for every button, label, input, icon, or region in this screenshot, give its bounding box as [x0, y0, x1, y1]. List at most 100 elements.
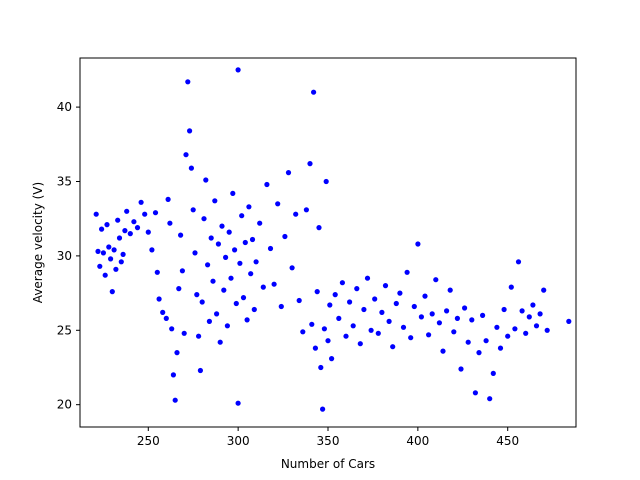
- data-point: [458, 366, 464, 372]
- data-point: [309, 321, 315, 327]
- data-point: [115, 217, 121, 223]
- data-point: [329, 356, 335, 362]
- plot-area-frame: [79, 57, 577, 428]
- data-point: [533, 323, 540, 329]
- y-axis: 20 25 30 35 40: [57, 100, 80, 412]
- data-point: [408, 335, 414, 341]
- data-point: [339, 280, 345, 286]
- data-point: [187, 128, 193, 134]
- data-point: [469, 317, 475, 323]
- data-point: [226, 229, 232, 235]
- data-point: [93, 211, 99, 217]
- data-point: [149, 247, 155, 253]
- data-point: [201, 216, 207, 222]
- data-point: [120, 251, 126, 257]
- data-point: [127, 231, 133, 237]
- data-point: [375, 330, 381, 336]
- data-point: [264, 181, 270, 188]
- data-point: [154, 269, 160, 275]
- data-point: [223, 254, 229, 260]
- data-point: [361, 306, 367, 313]
- data-point: [285, 170, 292, 176]
- data-point: [230, 190, 236, 196]
- x-tick-label: 300: [227, 434, 250, 448]
- data-point: [203, 177, 209, 183]
- data-point: [519, 308, 525, 314]
- data-point: [221, 287, 227, 293]
- data-point: [508, 284, 514, 290]
- data-point: [232, 247, 238, 253]
- data-point: [251, 306, 257, 313]
- data-point: [205, 262, 211, 268]
- data-point: [300, 329, 306, 335]
- data-point: [176, 286, 182, 292]
- data-point: [99, 226, 105, 232]
- data-point: [174, 350, 180, 356]
- data-point: [224, 323, 230, 329]
- data-point: [170, 372, 176, 378]
- data-point: [526, 314, 532, 320]
- data-point: [242, 239, 248, 246]
- data-point: [400, 324, 407, 330]
- data-point: [194, 292, 200, 298]
- data-point: [210, 278, 216, 284]
- data-point: [228, 275, 234, 281]
- data-point: [451, 329, 457, 335]
- data-point: [343, 333, 349, 339]
- data-point: [440, 348, 446, 354]
- data-point: [512, 326, 518, 332]
- data-point: [104, 222, 110, 228]
- data-point: [138, 199, 144, 205]
- data-point: [393, 300, 399, 307]
- data-point: [111, 247, 117, 253]
- data-point: [206, 318, 212, 324]
- data-point: [246, 204, 252, 210]
- data-point: [368, 327, 374, 333]
- data-point: [116, 235, 123, 241]
- data-point: [476, 350, 482, 356]
- data-point: [332, 292, 338, 298]
- data-point: [397, 290, 403, 296]
- data-point: [357, 341, 363, 347]
- data-point: [253, 259, 259, 265]
- data-point: [118, 259, 124, 265]
- data-point: [178, 232, 184, 238]
- data-point: [190, 207, 196, 213]
- data-point: [217, 339, 223, 345]
- data-point: [541, 287, 547, 293]
- data-point: [311, 89, 317, 95]
- y-tick-label: 20: [57, 398, 72, 412]
- data-point: [122, 228, 128, 234]
- data-point: [433, 277, 439, 283]
- data-point: [411, 303, 417, 310]
- data-point: [372, 296, 378, 302]
- data-point: [235, 67, 241, 73]
- data-point: [249, 236, 256, 243]
- data-point: [537, 311, 543, 317]
- data-point: [240, 295, 247, 301]
- data-point: [325, 338, 331, 344]
- data-point: [275, 201, 281, 207]
- data-point: [197, 367, 203, 374]
- data-points: [93, 67, 572, 412]
- data-point: [505, 333, 511, 339]
- y-tick-label: 25: [57, 323, 72, 337]
- data-point: [447, 287, 453, 293]
- data-point: [160, 309, 166, 315]
- data-point: [523, 330, 529, 336]
- data-point: [296, 297, 302, 304]
- data-point: [320, 406, 326, 412]
- data-point: [131, 219, 137, 225]
- data-point: [196, 333, 202, 339]
- data-point: [102, 272, 108, 278]
- data-point: [515, 259, 522, 265]
- data-point: [95, 248, 101, 254]
- data-point: [426, 332, 432, 338]
- data-point: [257, 220, 263, 226]
- data-point: [483, 338, 489, 344]
- data-point: [350, 323, 356, 329]
- data-point: [183, 152, 189, 158]
- data-point: [244, 317, 250, 323]
- data-point: [404, 269, 410, 275]
